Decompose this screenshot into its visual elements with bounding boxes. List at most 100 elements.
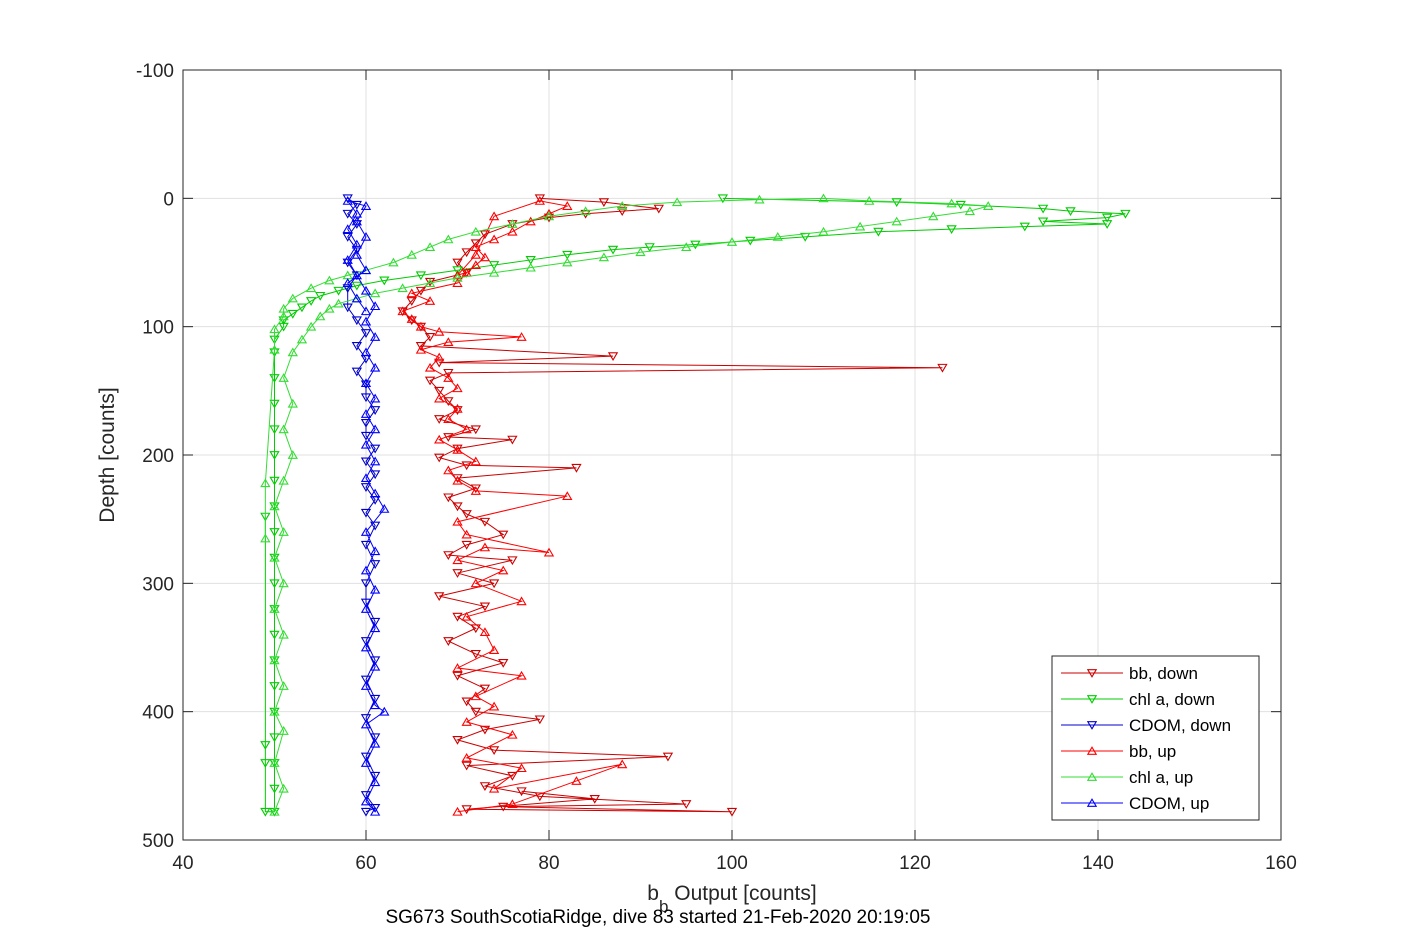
data-point-bb-down (452, 258, 463, 268)
data-point-chl-a-down (946, 225, 957, 234)
data-point-bb-down (443, 368, 454, 378)
data-point-cdom-down (351, 367, 363, 377)
data-point-bb-down (470, 650, 481, 659)
data-point-bb-up (461, 424, 472, 434)
data-point-cdom-down (369, 560, 381, 569)
data-point-bb-up (452, 270, 463, 280)
data-point-cdom-up (342, 255, 353, 264)
data-point-chl-a-up (305, 283, 317, 293)
data-point-chl-a-up (278, 629, 289, 639)
data-point-bb-down (498, 530, 509, 540)
data-point-cdom-down (360, 457, 372, 467)
data-point-bb-up (479, 252, 491, 262)
data-point-cdom-up (369, 456, 381, 466)
data-point-chl-a-down (1037, 217, 1049, 227)
data-point-chl-a-up (278, 475, 289, 485)
data-point-cdom-down (369, 617, 381, 627)
data-point-bb-up (507, 799, 518, 808)
data-point-chl-a-up (598, 252, 610, 262)
x-tick-label: 160 (1265, 853, 1297, 874)
data-point-bb-down (434, 358, 445, 368)
data-point-bb-up (452, 806, 463, 816)
data-point-chl-a-down (1037, 204, 1049, 214)
data-point-bb-down (479, 684, 491, 694)
data-point-cdom-up (369, 546, 381, 556)
data-point-bb-up (525, 216, 536, 226)
data-point-chl-a-down (269, 784, 280, 794)
data-point-bb-down (662, 752, 674, 762)
y-tick-label: 0 (163, 189, 174, 210)
data-point-cdom-up (369, 332, 381, 341)
data-point-chl-a-down (562, 250, 573, 260)
data-point-chl-a-down (488, 261, 500, 270)
data-point-chl-a-up (269, 501, 280, 511)
data-point-bb-up (424, 362, 436, 372)
data-point-cdom-down (360, 540, 372, 550)
data-point-chl-a-up (278, 424, 289, 434)
legend-label-chl-a-up: chl a, up (1129, 768, 1193, 787)
x-axis-title-rest: Output [counts] (668, 882, 816, 905)
data-point-bb-down (498, 658, 509, 668)
data-point-chl-a-down (452, 266, 463, 276)
data-point-chl-a-down (269, 733, 280, 743)
data-point-bb-up (452, 403, 463, 413)
data-point-chl-a-up (278, 726, 289, 735)
data-point-chl-a-up (397, 283, 408, 293)
data-point-bb-down (443, 397, 454, 406)
data-point-cdom-down (369, 804, 381, 813)
data-point-bb-up (443, 465, 454, 475)
data-point-bb-down (488, 579, 500, 589)
data-point-bb-down (443, 637, 454, 646)
data-point-cdom-up (360, 758, 372, 767)
data-point-cdom-down (360, 431, 372, 441)
data-point-chl-a-up (269, 706, 280, 716)
data-point-cdom-up (360, 231, 372, 241)
data-point-cdom-up (369, 738, 381, 748)
y-tick-label: 300 (142, 574, 174, 595)
data-point-bb-up (488, 645, 500, 654)
data-point-chl-a-up (287, 293, 298, 303)
data-point-chl-a-up (296, 334, 308, 344)
series-group (260, 193, 1131, 817)
data-point-bb-down (461, 761, 472, 771)
legend-label-bb-down: bb, down (1129, 664, 1198, 683)
data-point-chl-a-up (507, 219, 518, 228)
data-point-bb-down (434, 386, 445, 396)
data-point-cdom-down (360, 380, 372, 390)
legend-marker-bb-down (1086, 669, 1098, 678)
data-point-bb-up (488, 234, 500, 244)
data-point-bb-up (516, 670, 527, 680)
data-point-chl-a-down (305, 297, 317, 306)
data-point-chl-a-down (315, 291, 326, 301)
data-point-chl-a-down (415, 271, 427, 281)
data-point-cdom-up (360, 527, 372, 536)
data-point-cdom-up (360, 409, 372, 418)
data-point-bb-up (434, 352, 445, 362)
data-point-cdom-down (342, 284, 353, 294)
data-point-bb-up (470, 260, 481, 269)
data-point-chl-a-down (1101, 213, 1113, 223)
data-point-chl-a-down (607, 245, 619, 255)
data-point-bb-up (479, 542, 491, 552)
data-point-bb-up (415, 344, 427, 354)
data-point-bb-up (562, 201, 573, 210)
data-point-chl-a-up (324, 275, 335, 285)
legend-marker-chl-a-up (1086, 772, 1098, 781)
data-point-chl-a-down (269, 630, 280, 640)
legend-marker-bb-up (1086, 746, 1098, 755)
data-point-chl-a-down (269, 399, 280, 409)
x-tick-label: 40 (172, 853, 193, 874)
data-point-chl-a-up (671, 197, 683, 207)
data-point-bb-down (406, 297, 417, 306)
data-point-chl-a-down (269, 425, 280, 435)
legend-label-cdom-up: CDOM, up (1129, 794, 1209, 813)
data-point-bb-up (617, 759, 628, 769)
data-point-cdom-up (360, 439, 372, 449)
data-point-bb-up (452, 278, 463, 287)
data-point-chl-a-down (955, 200, 966, 210)
data-point-chl-a-down (379, 276, 390, 286)
data-point-bb-up (461, 611, 472, 621)
data-point-bb-up (461, 529, 472, 539)
data-point-cdom-up (369, 301, 381, 311)
data-point-cdom-down (360, 329, 372, 338)
